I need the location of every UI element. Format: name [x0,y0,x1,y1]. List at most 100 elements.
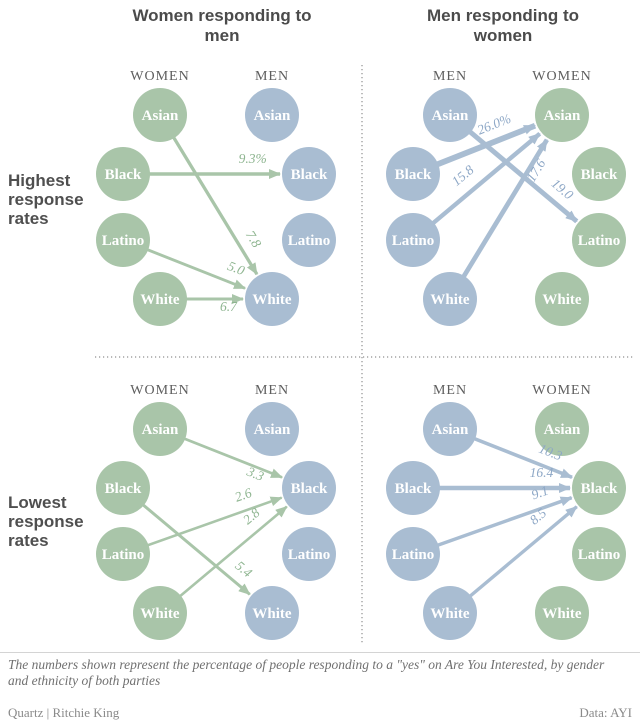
arrow-value-label: 15.8 [449,162,477,189]
circle-women-to-men-lowest-right-black [282,461,336,515]
circle-men-to-women-lowest-left-latino [386,527,440,581]
footer-divider [0,652,640,653]
footnote: The numbers shown represent the percenta… [8,657,605,688]
arrow-white-to-black [159,505,288,614]
circle-label: White [140,292,180,308]
arrow-value-label: 6.7 [220,299,238,314]
circle-label: Asian [432,108,469,124]
quadrant-women-to-men-highest: Asian Black Latino White WOMEN Asian Black Lati… [96,69,336,326]
column-header-women: WOMEN [130,69,189,84]
circle-men-to-women-lowest-left-asian [423,402,477,456]
column-header-women: WOMEN [532,69,591,84]
credit-source: Quartz | Ritchie King [8,705,120,720]
arrow-latino-to-asian [411,131,542,242]
circle-women-to-men-highest-left-black [96,147,150,201]
circle-women-to-men-lowest-right-latino [282,527,336,581]
column-header-women: WOMEN [532,383,591,398]
circle-women-to-men-highest-left-latino [96,213,150,267]
circle-men-to-women-lowest-right-white [535,586,589,640]
circle-men-to-women-highest-left-latino [386,213,440,267]
circle-label: Asian [544,422,581,438]
circle-label: Black [291,167,328,183]
circle-men-to-women-highest-right-latino [572,213,626,267]
arrow-value-label: 9.1 [529,483,550,503]
circle-men-to-women-lowest-right-asian [535,402,589,456]
circle-label: White [140,606,180,622]
circle-label: Black [581,167,618,183]
circle-label: Latino [578,233,621,249]
circle-label: Latino [578,547,621,563]
arrow-value-label: 2.8 [240,505,263,527]
circle-women-to-men-lowest-left-black [96,461,150,515]
arrow-latino-to-black [412,496,573,556]
circle-men-to-women-highest-left-asian [423,88,477,142]
circle-men-to-women-lowest-right-latino [572,527,626,581]
circle-women-to-men-highest-right-asian [245,88,299,142]
arrow-white-to-black [448,505,578,615]
circle-label: Asian [432,422,469,438]
arrow-asian-to-white [158,114,259,276]
quadrant-men-to-women-lowest: Asian Black Latino White MEN Asian Black Latino… [386,383,626,640]
circle-women-to-men-lowest-left-latino [96,527,150,581]
circle-women-to-men-highest-right-black [282,147,336,201]
circle-label: Asian [254,422,291,438]
circle-women-to-men-lowest-left-white [133,586,187,640]
circle-women-to-men-highest-right-white [245,272,299,326]
arrow-asian-to-latino [448,113,579,224]
circle-label: Black [105,167,142,183]
title-men-responding: Men responding to women [426,6,580,45]
arrow-value-label: 5.0 [226,258,247,278]
circle-label: White [542,292,582,308]
arrow-value-label: 9.3% [239,151,267,166]
circle-label: White [542,606,582,622]
circle-label: Black [291,481,328,497]
title-women-responding: Women responding to men [132,6,312,45]
circle-label: Asian [254,108,291,124]
circle-men-to-women-lowest-left-black [386,461,440,515]
circle-label: Asian [142,108,179,124]
arrow-value-label: 2.6 [233,485,254,505]
circle-men-to-women-lowest-left-white [423,586,477,640]
circle-men-to-women-highest-right-black [572,147,626,201]
circle-label: White [430,292,470,308]
arrow-value-label: 16.4 [530,465,554,480]
circle-label: White [252,292,292,308]
circle-men-to-women-highest-left-black [386,147,440,201]
circle-women-to-men-lowest-left-asian [133,402,187,456]
circle-label: Black [581,481,618,497]
arrow-value-label: 26.0% [475,111,513,138]
column-header-men: MEN [433,383,467,398]
circle-label: Latino [102,547,145,563]
circle-women-to-men-highest-left-white [133,272,187,326]
circle-label: Latino [392,547,435,563]
circle-label: Latino [288,233,331,249]
row-label-highest: Highest response rates [8,171,84,228]
circle-women-to-men-highest-right-latino [282,213,336,267]
circle-label: Black [395,167,432,183]
circle-women-to-men-highest-left-asian [133,88,187,142]
arrow-value-label: 3.3 [244,463,266,484]
circle-label: Black [395,481,432,497]
circle-label: Latino [102,233,145,249]
circle-men-to-women-highest-left-white [423,272,477,326]
arrow-black-to-white [122,486,251,596]
circle-label: Latino [288,547,331,563]
column-header-women: WOMEN [130,383,189,398]
circle-women-to-men-lowest-right-white [245,586,299,640]
circle-label: Latino [392,233,435,249]
arrow-white-to-asian [447,138,549,301]
circle-label: Asian [544,108,581,124]
circle-men-to-women-highest-right-asian [535,88,589,142]
circle-men-to-women-highest-right-white [535,272,589,326]
arrow-value-label: 5.4 [233,558,256,580]
column-header-men: MEN [433,69,467,84]
row-label-lowest: Lowest response rates [8,493,84,550]
quadrant-women-to-men-lowest: Asian Black Latino White WOMEN Asian Black Lati… [96,383,336,640]
quadrant-men-to-women-highest: Asian Black Latino White MEN Asian Black Latino… [386,69,626,326]
arrow-value-label: 7.8 [243,228,265,250]
column-header-men: MEN [255,383,289,398]
circle-women-to-men-lowest-right-asian [245,402,299,456]
circle-men-to-women-lowest-right-black [572,461,626,515]
